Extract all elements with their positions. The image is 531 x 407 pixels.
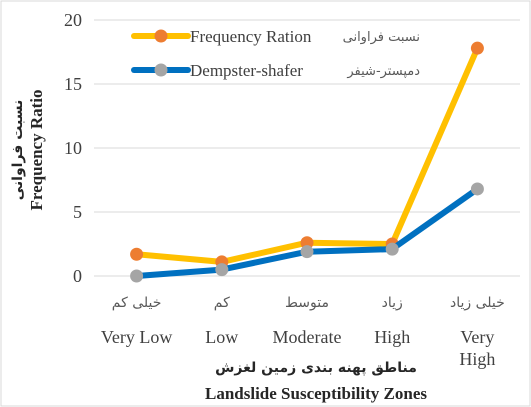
legend-label-fa: دمپستر-شیفر — [346, 64, 420, 79]
legend-marker — [154, 63, 168, 77]
x-axis-title-fa: مناطق پهنه بندی زمین لغزش — [215, 360, 417, 376]
y-axis-title-fa: نسبت فراوانی — [10, 100, 26, 201]
y-tick-label: 0 — [73, 266, 82, 286]
x-category-label: Very — [460, 327, 494, 347]
data-point — [385, 242, 399, 256]
series — [130, 41, 484, 283]
x-axis-categories: خیلی کم Very Low کم Low متوسط Moderate زیاد Hig… — [101, 295, 505, 369]
x-category-label: Very Low — [101, 327, 172, 347]
data-point — [300, 245, 314, 259]
x-category-label: High — [374, 327, 410, 347]
data-point — [300, 236, 314, 250]
y-axis-ticks: 0 5 10 15 20 — [64, 10, 82, 286]
y-tick-label: 15 — [64, 74, 82, 94]
legend-label: Frequency Ration — [190, 27, 312, 46]
legend-marker — [154, 29, 168, 43]
data-point — [470, 182, 484, 196]
y-tick-label: 5 — [73, 202, 82, 222]
y-axis-title-group: Frequency Ratio نسبت فراوانی — [10, 89, 46, 210]
y-axis-title: Frequency Ratio — [27, 89, 46, 210]
x-category-label-fa: زیاد — [382, 295, 403, 311]
x-category-label-line2: High — [459, 349, 495, 369]
x-category-label: Moderate — [273, 327, 342, 347]
data-point — [130, 269, 144, 283]
legend-label: Dempster-shafer — [190, 61, 303, 80]
data-point — [130, 247, 144, 261]
x-category-label-fa: خیلی زیاد — [450, 295, 505, 311]
y-tick-label: 10 — [64, 138, 82, 158]
legend: Frequency Ration نسبت فراوانی Dempster-sha… — [131, 27, 420, 80]
y-tick-label: 20 — [64, 10, 82, 30]
legend-label-fa: نسبت فراوانی — [343, 30, 420, 45]
x-category-label: Low — [205, 327, 238, 347]
data-point — [470, 41, 484, 55]
x-category-label-fa: خیلی کم — [112, 295, 162, 311]
x-category-label-fa: کم — [214, 295, 230, 311]
x-axis-title: Landslide Susceptibility Zones — [205, 384, 427, 403]
x-category-label-fa: متوسط — [285, 295, 329, 311]
data-point — [215, 263, 229, 277]
